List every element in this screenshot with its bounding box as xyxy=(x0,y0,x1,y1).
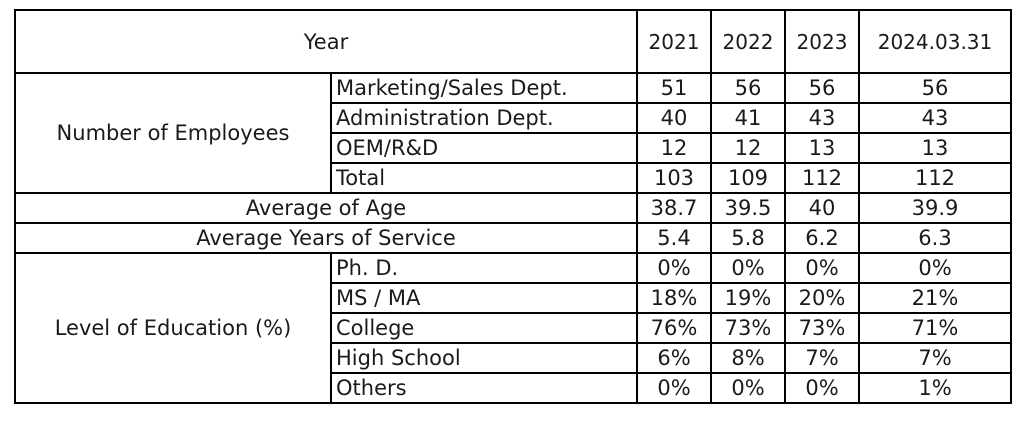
row-label: OEM/R&D xyxy=(330,132,638,164)
cell: 51 xyxy=(636,72,712,104)
cell: 1% xyxy=(858,372,1012,404)
cell: 0% xyxy=(784,252,860,284)
table-row: Total 103 109 112 112 xyxy=(15,162,1012,194)
cell: 12 xyxy=(636,132,712,164)
year-header-2023: 2023 xyxy=(784,9,860,74)
row-label: Ph. D. xyxy=(330,252,638,284)
cell: 73% xyxy=(710,312,786,344)
cell: 41 xyxy=(710,102,786,134)
average-service-label: Average Years of Service xyxy=(14,222,638,254)
cell: 19% xyxy=(710,282,786,314)
cell: 103 xyxy=(636,162,712,194)
cell: 0% xyxy=(636,372,712,404)
table-row: MS / MA 18% 19% 20% 21% xyxy=(15,282,1012,314)
table-row: Administration Dept. 40 41 43 43 xyxy=(15,102,1012,134)
cell: 7% xyxy=(858,342,1012,374)
cell: 0% xyxy=(858,252,1012,284)
cell: 0% xyxy=(636,252,712,284)
cell: 40 xyxy=(636,102,712,134)
row-label: High School xyxy=(330,342,638,374)
year-header-2024: 2024.03.31 xyxy=(858,9,1012,74)
table-row: High School 6% 8% 7% 7% xyxy=(15,342,1012,374)
cell: 5.8 xyxy=(710,222,786,254)
cell: 8% xyxy=(710,342,786,374)
cell: 0% xyxy=(710,372,786,404)
cell: 71% xyxy=(858,312,1012,344)
cell: 39.5 xyxy=(710,192,786,224)
year-header-2022: 2022 xyxy=(710,9,786,74)
cell: 56 xyxy=(710,72,786,104)
cell: 112 xyxy=(784,162,860,194)
table-row: OEM/R&D 12 12 13 13 xyxy=(15,132,1012,164)
cell: 5.4 xyxy=(636,222,712,254)
cell: 40 xyxy=(784,192,860,224)
cell: 109 xyxy=(710,162,786,194)
cell: 18% xyxy=(636,282,712,314)
cell: 39.9 xyxy=(858,192,1012,224)
cell: 21% xyxy=(858,282,1012,314)
cell: 20% xyxy=(784,282,860,314)
cell: 76% xyxy=(636,312,712,344)
table-row: Others 0% 0% 0% 1% xyxy=(15,372,1012,404)
cell: 13 xyxy=(858,132,1012,164)
row-label: Total xyxy=(330,162,638,194)
cell: 6% xyxy=(636,342,712,374)
cell: 7% xyxy=(784,342,860,374)
row-label: Marketing/Sales Dept. xyxy=(330,72,638,104)
table-row: Average Years of Service 5.4 5.8 6.2 6.3 xyxy=(14,222,1012,254)
row-label: College xyxy=(330,312,638,344)
cell: 112 xyxy=(858,162,1012,194)
year-header: Year xyxy=(14,9,638,74)
cell: 56 xyxy=(858,72,1012,104)
table-row: Average of Age 38.7 39.5 40 39.9 xyxy=(14,192,1012,224)
row-label: Others xyxy=(330,372,638,404)
employee-statistics-table: Year 2021 2022 2023 2024.03.31 Number of… xyxy=(14,9,1012,404)
cell: 38.7 xyxy=(636,192,712,224)
table-row: College 76% 73% 73% 71% xyxy=(15,312,1012,344)
row-label: Administration Dept. xyxy=(330,102,638,134)
cell: 6.2 xyxy=(784,222,860,254)
row-label: MS / MA xyxy=(330,282,638,314)
year-header-2021: 2021 xyxy=(636,9,712,74)
header-row: Year 2021 2022 2023 2024.03.31 xyxy=(14,9,1012,74)
cell: 43 xyxy=(858,102,1012,134)
cell: 13 xyxy=(784,132,860,164)
cell: 56 xyxy=(784,72,860,104)
cell: 43 xyxy=(784,102,860,134)
education-group-label: Level of Education (%) xyxy=(14,252,332,404)
cell: 0% xyxy=(784,372,860,404)
employees-group-label: Number of Employees xyxy=(14,72,332,194)
table-row: Number of Employees Marketing/Sales Dept… xyxy=(14,72,1012,194)
cell: 73% xyxy=(784,312,860,344)
cell: 12 xyxy=(710,132,786,164)
table-row: Level of Education (%) Ph. D. 0% 0% 0% 0… xyxy=(14,252,1012,404)
average-age-label: Average of Age xyxy=(14,192,638,224)
cell: 0% xyxy=(710,252,786,284)
cell: 6.3 xyxy=(858,222,1012,254)
